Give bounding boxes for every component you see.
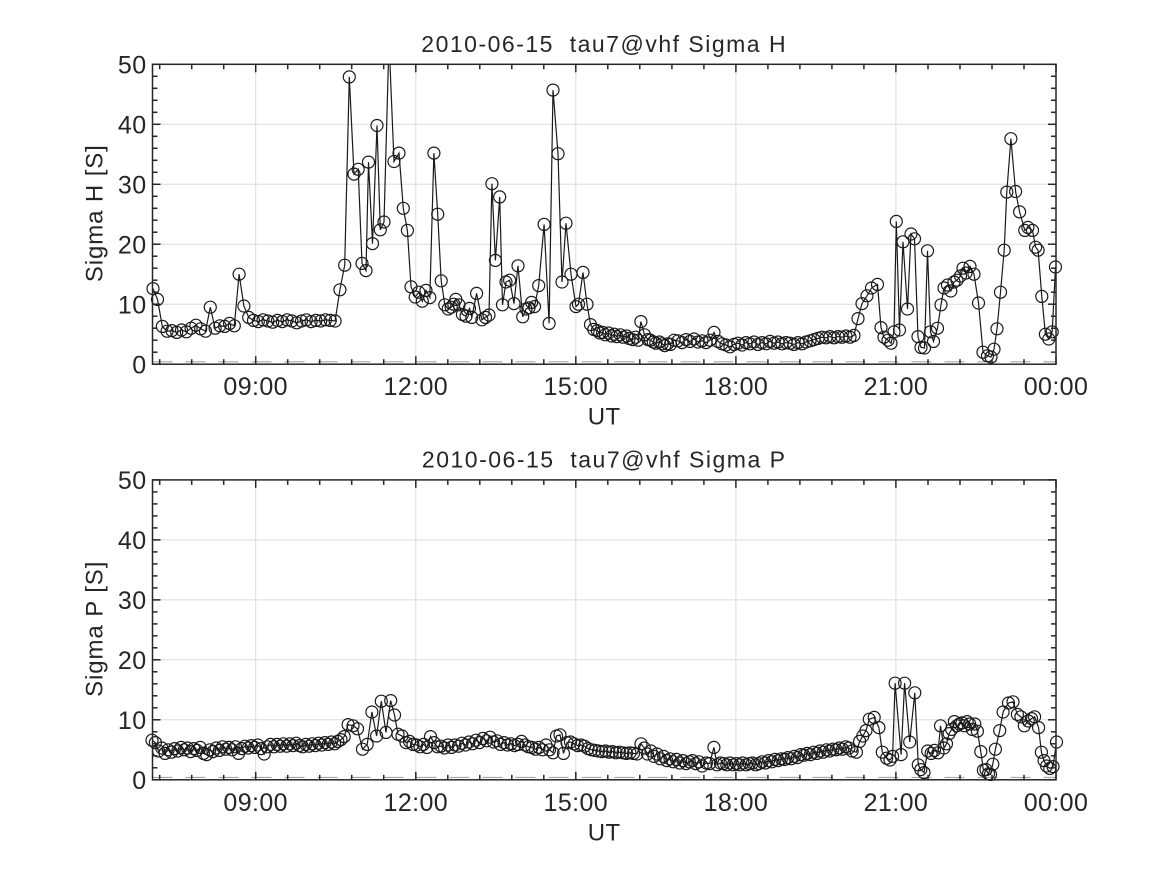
svg-text:15:00: 15:00 [544, 789, 609, 817]
svg-text:00:00: 00:00 [1024, 789, 1089, 817]
svg-text:10: 10 [118, 292, 147, 320]
svg-text:18:00: 18:00 [704, 789, 769, 817]
svg-text:18:00: 18:00 [704, 373, 769, 401]
svg-text:50: 50 [118, 467, 147, 495]
svg-text:00:00: 00:00 [1024, 373, 1089, 401]
svg-text:40: 40 [118, 112, 147, 140]
svg-text:21:00: 21:00 [864, 373, 929, 401]
svg-text:15:00: 15:00 [544, 373, 609, 401]
svg-text:2010-06-15 tau7@vhf Sigma H: 2010-06-15 tau7@vhf Sigma H [421, 31, 787, 57]
svg-text:20: 20 [118, 232, 147, 260]
svg-text:0: 0 [132, 352, 146, 380]
svg-text:12:00: 12:00 [384, 373, 449, 401]
svg-text:UT: UT [588, 404, 621, 431]
svg-text:0: 0 [132, 767, 146, 795]
svg-text:40: 40 [118, 527, 147, 555]
svg-text:30: 30 [118, 587, 147, 615]
svg-text:Sigma H [S]: Sigma H [S] [82, 144, 109, 282]
svg-text:Sigma P [S]: Sigma P [S] [82, 561, 109, 697]
svg-text:2010-06-15 tau7@vhf Sigma P: 2010-06-15 tau7@vhf Sigma P [422, 447, 787, 473]
svg-text:50: 50 [118, 52, 147, 80]
svg-text:20: 20 [118, 647, 147, 675]
svg-text:10: 10 [118, 707, 147, 735]
svg-text:30: 30 [118, 172, 147, 200]
svg-text:UT: UT [588, 819, 621, 846]
svg-text:09:00: 09:00 [223, 373, 288, 401]
svg-text:12:00: 12:00 [384, 789, 449, 817]
svg-text:21:00: 21:00 [864, 789, 929, 817]
svg-text:09:00: 09:00 [223, 789, 288, 817]
